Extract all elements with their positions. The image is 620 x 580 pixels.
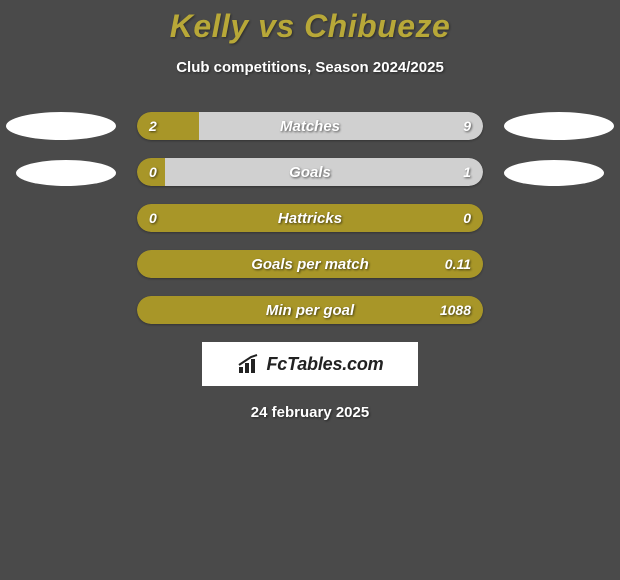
player-badge-left-1 xyxy=(6,112,116,140)
stat-row: 0 Goals 1 xyxy=(137,158,483,186)
player-badge-right-1 xyxy=(504,112,614,140)
stat-row: Min per goal 1088 xyxy=(137,296,483,324)
stat-label: Goals xyxy=(137,158,483,186)
subtitle: Club competitions, Season 2024/2025 xyxy=(0,59,620,76)
site-logo[interactable]: FcTables.com xyxy=(202,342,418,386)
bars-container: 2 Matches 9 0 Goals 1 0 Hattricks 0 xyxy=(137,112,483,324)
player-badge-left-2 xyxy=(16,160,116,186)
stat-value-right: 0 xyxy=(463,204,471,232)
stat-value-right: 1 xyxy=(463,158,471,186)
stat-value-right: 0.11 xyxy=(445,250,471,278)
stat-value-right: 1088 xyxy=(440,296,471,324)
logo-text: FcTables.com xyxy=(267,354,384,375)
stat-label: Matches xyxy=(137,112,483,140)
comparison-card: Kelly vs Chibueze Club competitions, Sea… xyxy=(0,0,620,421)
chart-icon xyxy=(237,353,263,375)
stat-value-right: 9 xyxy=(463,112,471,140)
stat-label: Min per goal xyxy=(137,296,483,324)
stat-row: 0 Hattricks 0 xyxy=(137,204,483,232)
stat-row: Goals per match 0.11 xyxy=(137,250,483,278)
date-label: 24 february 2025 xyxy=(0,404,620,421)
stat-row: 2 Matches 9 xyxy=(137,112,483,140)
stat-label: Hattricks xyxy=(137,204,483,232)
player-badge-right-2 xyxy=(504,160,604,186)
stat-label: Goals per match xyxy=(137,250,483,278)
stats-area: 2 Matches 9 0 Goals 1 0 Hattricks 0 xyxy=(0,112,620,421)
page-title: Kelly vs Chibueze xyxy=(0,8,620,45)
